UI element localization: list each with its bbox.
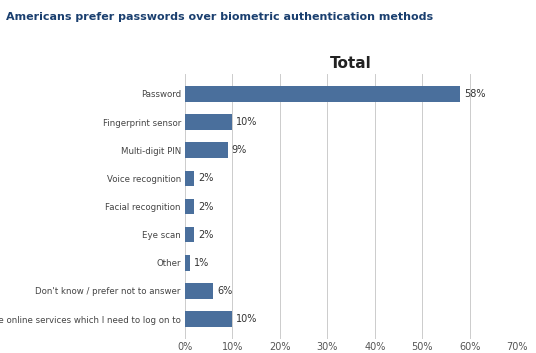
Text: 2%: 2% [198, 173, 213, 183]
Text: Total: Total [330, 56, 372, 71]
Bar [185, 227, 195, 243]
Text: 58%: 58% [464, 89, 486, 99]
Text: 1%: 1% [193, 258, 209, 268]
Text: 2%: 2% [198, 230, 213, 240]
Bar [185, 199, 195, 214]
Bar [185, 114, 233, 130]
Text: 10%: 10% [236, 314, 258, 324]
Text: Which one, if any, of the following is your preferred method to log on to online: Which one, if any, of the following is y… [6, 43, 510, 52]
Bar [185, 170, 195, 186]
Text: Americans prefer passwords over biometric authentication methods: Americans prefer passwords over biometri… [6, 12, 434, 23]
Text: 10%: 10% [236, 117, 258, 127]
Bar [185, 86, 460, 102]
Text: 6%: 6% [217, 286, 233, 296]
Bar [185, 255, 190, 270]
Bar [185, 311, 233, 327]
Bar [185, 143, 228, 158]
Text: 9%: 9% [232, 145, 247, 155]
Text: 2%: 2% [198, 202, 213, 211]
Bar [185, 283, 213, 299]
